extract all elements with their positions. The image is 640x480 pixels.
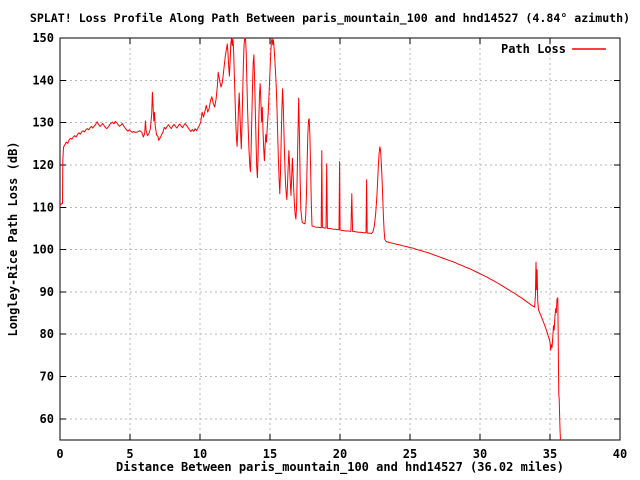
chart-title: SPLAT! Loss Profile Along Path Between p…: [30, 11, 630, 26]
x-tick-label: 0: [56, 447, 63, 461]
x-tick-labels: 0 5 10 15 20 25 30 35 40: [56, 447, 627, 461]
y-tick-label: 100: [32, 243, 54, 257]
y-tick-label: 140: [32, 73, 54, 87]
x-tick-label: 30: [473, 447, 487, 461]
y-axis-label: Longley-Rice Path Loss (dB): [6, 141, 20, 336]
y-tick-label: 150: [32, 31, 54, 45]
y-tick-label: 90: [40, 285, 54, 299]
x-tick-label: 10: [193, 447, 207, 461]
y-tick-labels: 60 70 80 90 100 110 120 130 140 150: [32, 31, 54, 426]
y-tick-label: 80: [40, 327, 54, 341]
x-axis-label: Distance Between paris_mountain_100 and …: [116, 460, 564, 475]
path-loss-line: [59, 37, 561, 441]
y-tick-label: 60: [40, 412, 54, 426]
x-tick-label: 35: [543, 447, 557, 461]
x-tick-label: 5: [126, 447, 133, 461]
y-tick-label: 120: [32, 158, 54, 172]
y-tick-label: 130: [32, 116, 54, 130]
x-tick-label: 15: [263, 447, 277, 461]
y-tick-label: 70: [40, 370, 54, 384]
x-tick-label: 25: [403, 447, 417, 461]
legend-label: Path Loss: [501, 42, 566, 56]
grid-lines: [60, 38, 620, 440]
x-tick-label: 20: [333, 447, 347, 461]
x-tick-label: 40: [613, 447, 627, 461]
y-tick-label: 110: [32, 200, 54, 214]
